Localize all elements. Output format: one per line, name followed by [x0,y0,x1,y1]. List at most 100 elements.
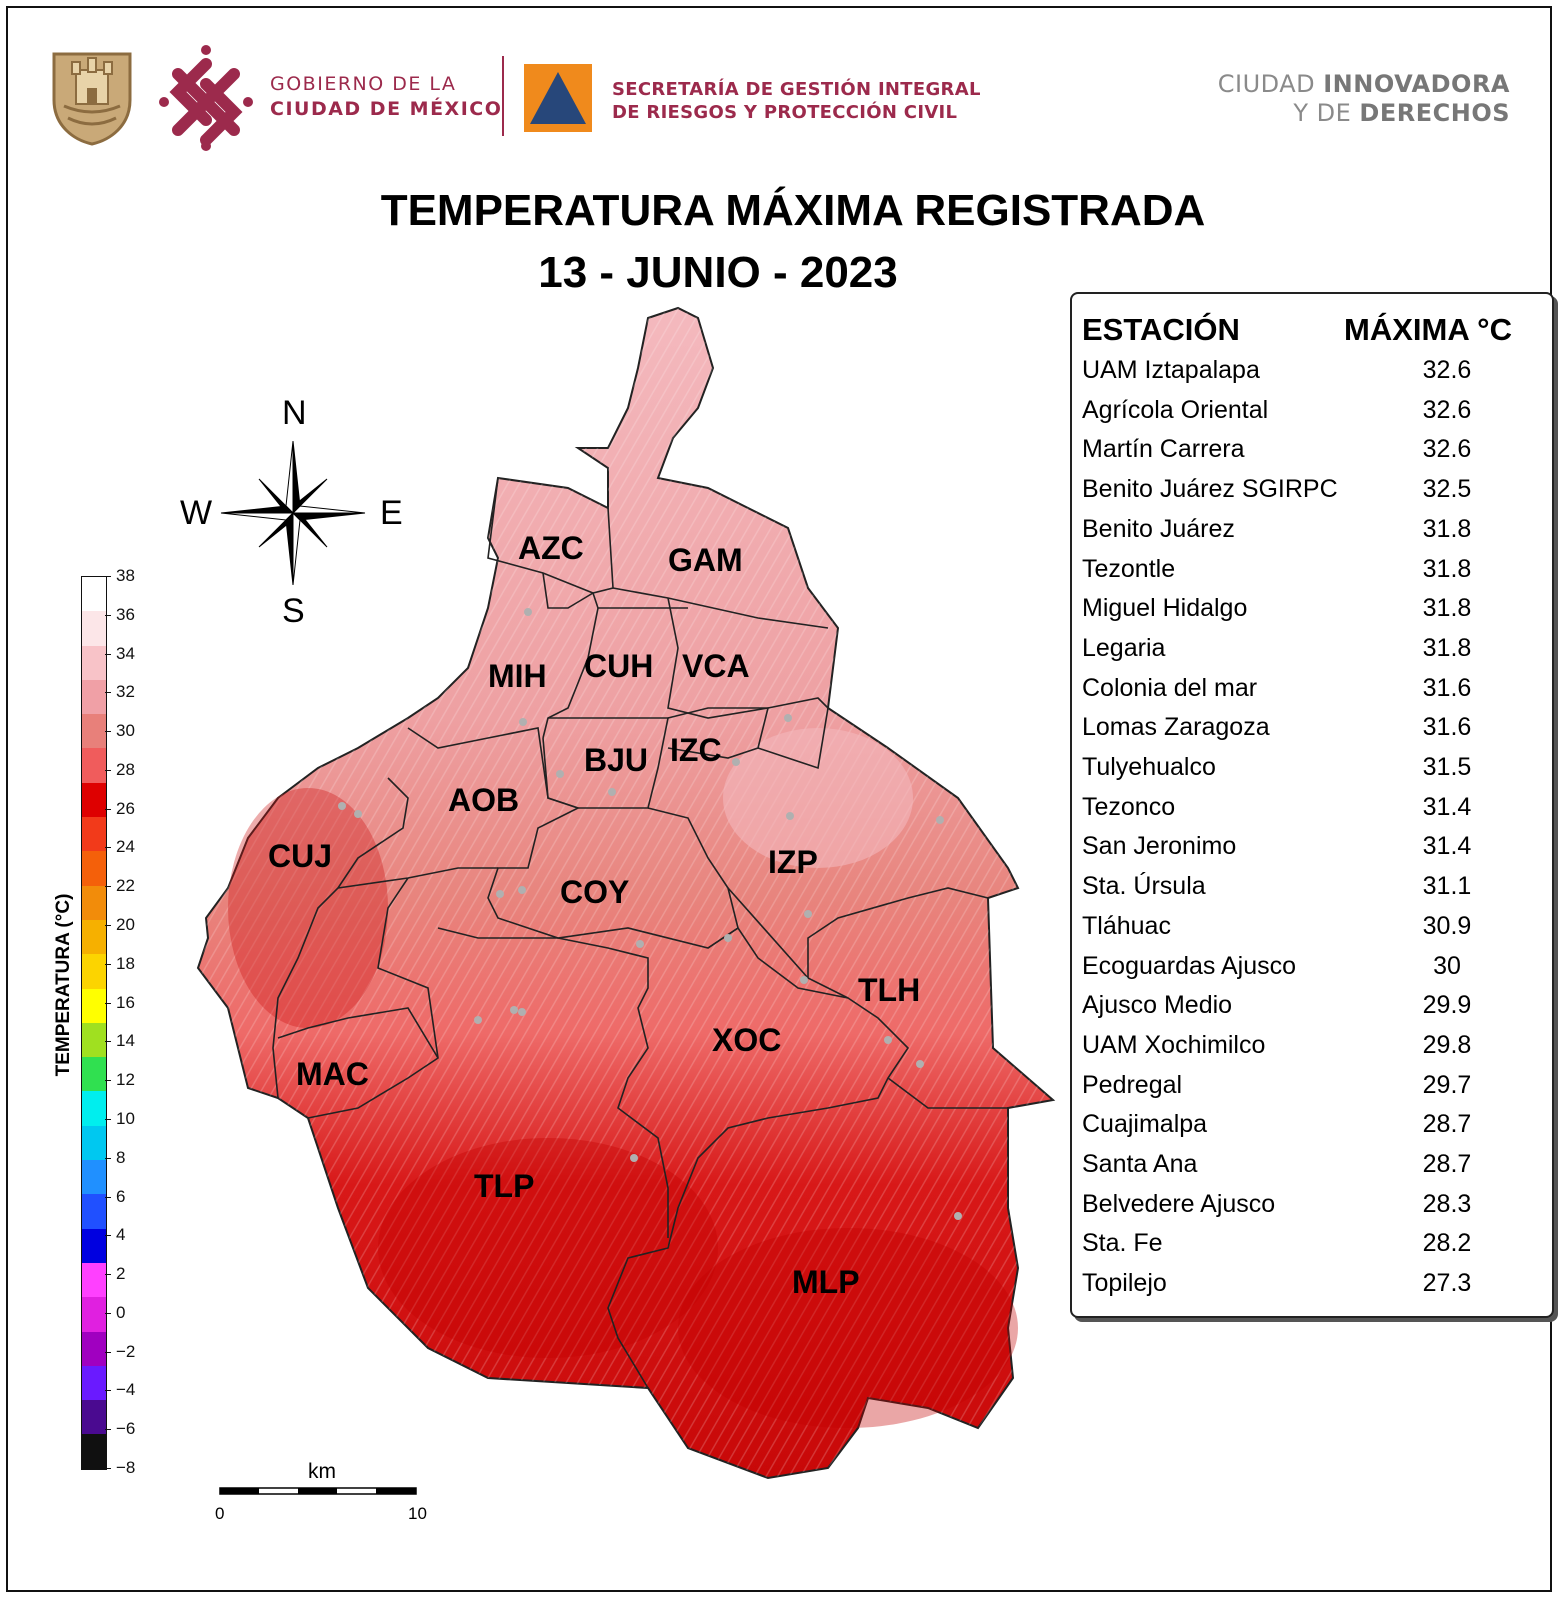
borough-label-azc: AZC [518,530,584,566]
gov-line-2: CIUDAD DE MÉXICO [270,98,503,120]
table-header-max: MÁXIMA °C [1344,312,1512,347]
station-name: Colonia del mar [1082,673,1258,702]
station-max: 32.5 [1422,475,1472,504]
station-name: Pedregal [1082,1070,1183,1099]
station-name: Cuajimalpa [1082,1110,1208,1139]
title-line-1: TEMPERATURA MÁXIMA REGISTRADA [380,186,1206,235]
colorbar-swatch [82,988,106,1023]
colorbar-tick-label: 6 [116,1186,126,1206]
compass-w: W [180,494,213,532]
table-row: Benito Juárez 31.8 [1082,515,1542,555]
colorbar-tick-label: 16 [116,992,135,1012]
compass-e: E [380,494,403,532]
colorbar-tick-mark [105,963,111,965]
borough-label-cuh: CUH [584,648,654,684]
borough-label-mlp: MLP [792,1264,860,1300]
station-dot [556,770,564,778]
station-max: 30.9 [1422,911,1472,940]
compass-rose-icon [220,440,366,586]
colorbar-tick-mark [105,1041,111,1043]
borough-label-tlp: TLP [474,1168,535,1204]
proteccion-civil-triangle-icon [524,64,592,132]
cdmx-knot-logo-icon [159,45,253,151]
colorbar-tick-label: 10 [116,1108,135,1128]
station-dot [510,1006,518,1014]
colorbar-swatch [82,1194,106,1229]
station-dot [732,758,740,766]
colorbar-tick-label: 18 [116,953,135,973]
colorbar-tick-label: 24 [116,837,135,857]
borough-label-izp: IZP [768,844,818,880]
station-name: Santa Ana [1082,1150,1198,1178]
borough-borders [272,477,1008,1389]
colorbar-tick-label: 14 [116,1031,135,1051]
station-dot [338,802,346,810]
station-dot [916,1060,924,1068]
station-dot [724,934,732,942]
sec-line-2: DE RIESGOS Y PROTECCIÓN CIVIL [612,102,958,123]
table-row: Lomas Zaragoza 31.6 [1082,713,1542,753]
colorbar-tick-mark [105,576,111,577]
colorbar-tick-mark [105,1235,111,1237]
table-row: Martín Carrera 32.6 [1082,435,1542,475]
colorbar-tick-mark [105,653,111,655]
colorbar [81,576,107,1470]
colorbar-label: TEMPERATURA (°C) [53,893,74,1077]
borough-label-bju: BJU [584,742,649,778]
table-row: UAM Xochimilco 29.8 [1082,1031,1542,1071]
colorbar-tick-mark [105,1080,111,1082]
colorbar-tick-label: 0 [116,1302,126,1322]
colorbar-swatch [82,1365,106,1401]
station-name: Belvedere Ajusco [1082,1189,1276,1218]
header-divider [502,56,504,136]
station-max: 28.7 [1422,1110,1472,1139]
table-row: Cuajimalpa 28.7 [1082,1110,1542,1150]
table-row: Miguel Hidalgo 31.8 [1082,594,1542,634]
station-dot [518,886,526,894]
scalebar-start: 0 [215,1504,225,1523]
colorbar-swatch [82,1434,106,1469]
station-name: UAM Xochimilco [1082,1030,1266,1059]
station-dot [936,816,944,824]
station-max: 31.4 [1422,792,1472,821]
colorbar-tick-mark [105,1468,111,1469]
colorbar-tick-mark [105,847,111,849]
station-dot [884,1036,892,1044]
motto-line-2: Y DE DERECHOS [1293,99,1510,127]
station-name: San Jeronimo [1082,832,1237,861]
station-name: Legaria [1082,633,1166,662]
borough-label-vca: VCA [682,648,750,684]
colorbar-tick-label: −4 [116,1380,136,1400]
station-max: 31.4 [1422,832,1472,861]
cdmx-temperature-map [196,306,1056,1480]
station-max: 32.6 [1422,356,1472,384]
colorbar-tick-mark [105,692,111,694]
colorbar-tick-label: 32 [116,682,135,702]
colorbar-tick-label: −6 [116,1419,136,1439]
station-name: Tezontle [1082,554,1176,583]
colorbar-swatch [82,1160,106,1195]
colorbar-tick-mark [105,731,111,733]
table-row: Ecoguardas Ajusco 30 [1082,952,1542,992]
scalebar-unit: km [308,1460,336,1483]
station-dot [524,608,532,616]
station-max: 31.1 [1422,872,1472,901]
table-row: Belvedere Ajusco 28.3 [1082,1190,1542,1230]
borough-label-xoc: XOC [712,1022,782,1058]
station-name: Ajusco Medio [1082,991,1233,1020]
station-name: Topilejo [1082,1269,1167,1298]
station-max: 29.8 [1422,1030,1472,1059]
station-table: ESTACIÓN MÁXIMA °C UAM Iztapalapa 32.6 Agr… [1070,292,1554,1318]
colorbar-swatch [82,714,106,749]
station-dot [636,940,644,948]
compass-n: N [282,394,307,432]
borough-label-tlh: TLH [858,972,921,1008]
sec-line-1: SECRETARÍA DE GESTIÓN INTEGRAL [612,79,981,100]
colorbar-tick-label: 36 [116,604,135,624]
colorbar-tick-label: 26 [116,798,135,818]
station-name: Benito Juárez SGIRPC [1082,475,1338,504]
colorbar-swatch [82,748,106,783]
station-max: 32.6 [1422,395,1472,424]
table-row: Tezonco 31.4 [1082,793,1542,833]
table-row: Tláhuac 30.9 [1082,912,1542,952]
